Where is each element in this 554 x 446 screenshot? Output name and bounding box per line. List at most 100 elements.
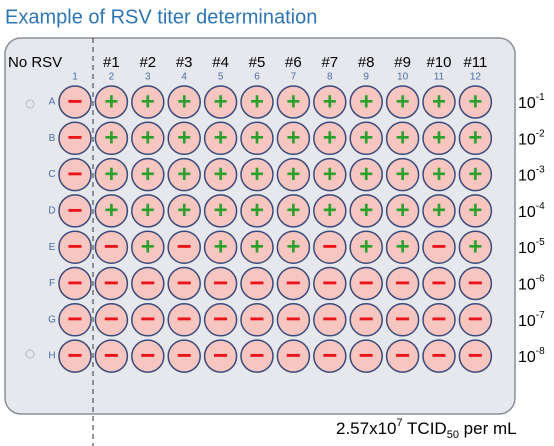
positive-sign: + bbox=[141, 197, 155, 224]
row-letter: D bbox=[48, 206, 55, 217]
column-label: #5 bbox=[249, 54, 266, 71]
positive-sign: + bbox=[468, 197, 482, 224]
well bbox=[240, 266, 274, 301]
positive-sign: + bbox=[141, 234, 155, 261]
negative-sign: − bbox=[359, 304, 374, 334]
row-letter: F bbox=[49, 278, 55, 289]
well bbox=[94, 266, 129, 301]
negative-sign: − bbox=[359, 340, 374, 370]
dilution-base: 10 bbox=[518, 204, 536, 221]
plate-notch bbox=[25, 349, 35, 359]
well bbox=[167, 121, 201, 156]
well bbox=[131, 230, 165, 264]
column-label: #8 bbox=[358, 54, 375, 71]
positive-sign: + bbox=[323, 88, 337, 115]
well bbox=[203, 157, 238, 192]
well bbox=[276, 121, 311, 156]
well bbox=[167, 194, 201, 228]
negative-sign: − bbox=[140, 267, 155, 297]
well bbox=[131, 303, 165, 337]
negative-sign: − bbox=[431, 231, 446, 261]
well bbox=[349, 303, 383, 337]
negative-sign: − bbox=[286, 340, 301, 370]
well bbox=[313, 121, 347, 156]
column-label: #2 bbox=[139, 54, 156, 71]
dilution-base: 10 bbox=[518, 349, 536, 366]
well bbox=[167, 157, 201, 192]
result-unit: TCID bbox=[403, 419, 447, 438]
well bbox=[276, 85, 311, 119]
well bbox=[240, 303, 274, 337]
column-label: #1 bbox=[103, 54, 120, 71]
positive-sign: + bbox=[396, 161, 410, 188]
column-label: No RSV bbox=[8, 54, 62, 71]
row-letter: G bbox=[48, 314, 56, 325]
positive-sign: + bbox=[432, 88, 446, 115]
well bbox=[167, 303, 201, 337]
negative-sign: − bbox=[213, 304, 228, 334]
positive-sign: + bbox=[396, 234, 410, 261]
dilution-base: 10 bbox=[518, 240, 536, 257]
well bbox=[422, 85, 456, 119]
well bbox=[349, 230, 383, 264]
well bbox=[422, 266, 456, 301]
well bbox=[276, 339, 311, 373]
well bbox=[422, 303, 456, 337]
positive-sign: + bbox=[177, 125, 191, 152]
column-label: #10 bbox=[426, 54, 451, 71]
result-text: 2.57x10 bbox=[336, 419, 397, 438]
well bbox=[313, 266, 347, 301]
plate-notch bbox=[25, 99, 35, 109]
positive-sign: + bbox=[286, 125, 300, 152]
well bbox=[313, 339, 347, 373]
dilution-exp: -6 bbox=[536, 273, 545, 284]
well bbox=[349, 266, 383, 301]
dilution-base: 10 bbox=[518, 277, 536, 294]
negative-sign: − bbox=[67, 86, 82, 116]
column-number: 6 bbox=[254, 72, 260, 83]
well bbox=[385, 85, 420, 119]
well bbox=[58, 121, 92, 156]
well bbox=[167, 85, 201, 119]
dilution: 10-7 bbox=[518, 309, 545, 330]
well bbox=[94, 121, 129, 156]
column-label: #4 bbox=[212, 54, 229, 71]
well bbox=[58, 339, 92, 373]
well bbox=[240, 230, 274, 264]
well bbox=[385, 266, 420, 301]
row-letter: C bbox=[48, 169, 55, 180]
well bbox=[203, 303, 238, 337]
positive-sign: + bbox=[396, 197, 410, 224]
negative-sign: − bbox=[359, 267, 374, 297]
negative-sign: − bbox=[104, 340, 119, 370]
positive-sign: + bbox=[323, 197, 337, 224]
dilution-base: 10 bbox=[518, 168, 536, 185]
negative-sign: − bbox=[249, 304, 264, 334]
negative-sign: − bbox=[177, 267, 192, 297]
positive-sign: + bbox=[177, 161, 191, 188]
negative-sign: − bbox=[140, 340, 155, 370]
well bbox=[313, 157, 347, 192]
positive-sign: + bbox=[286, 161, 300, 188]
well bbox=[58, 85, 92, 119]
negative-sign: − bbox=[431, 267, 446, 297]
negative-sign: − bbox=[140, 304, 155, 334]
positive-sign: + bbox=[104, 125, 118, 152]
negative-sign: − bbox=[67, 195, 82, 225]
negative-sign: − bbox=[67, 340, 82, 370]
well bbox=[349, 85, 383, 119]
well bbox=[94, 339, 129, 373]
well bbox=[167, 266, 201, 301]
well bbox=[458, 339, 493, 373]
well bbox=[131, 157, 165, 192]
dilution-base: 10 bbox=[518, 95, 536, 112]
row-letter: H bbox=[48, 351, 55, 362]
well bbox=[276, 194, 311, 228]
well bbox=[313, 230, 347, 264]
positive-sign: + bbox=[432, 125, 446, 152]
column-number: 11 bbox=[434, 72, 445, 83]
well bbox=[94, 303, 129, 337]
well bbox=[94, 194, 129, 228]
positive-sign: + bbox=[396, 125, 410, 152]
negative-sign: − bbox=[213, 340, 228, 370]
